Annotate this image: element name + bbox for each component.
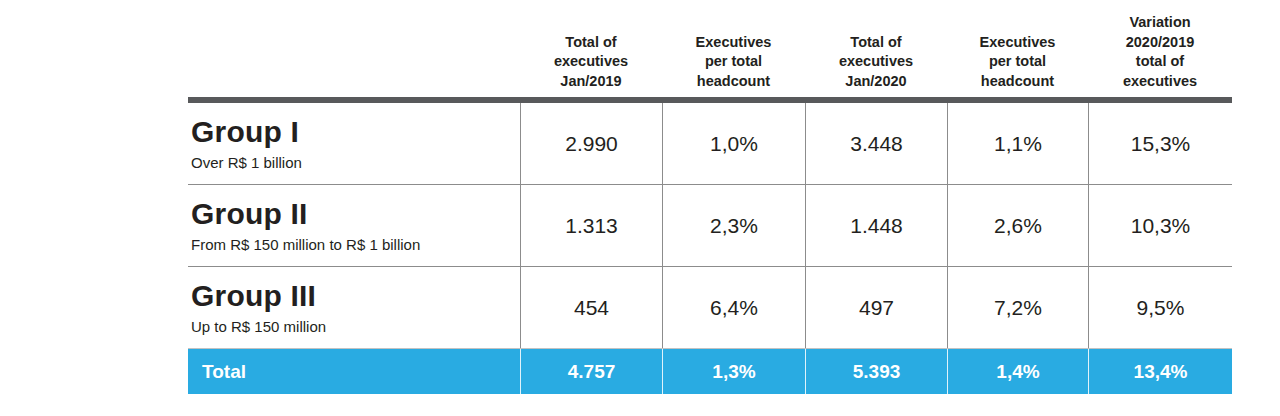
cell-group-ii-total-2020: 1.448 <box>805 185 947 266</box>
column-header-total-executives-jan-2020: Total of executives Jan/2020 <box>805 33 947 98</box>
cell-total-variation: 13,4% <box>1088 349 1232 394</box>
cell-group-iii-total-2019: 454 <box>520 267 662 348</box>
group-i-title: Group I <box>191 117 520 147</box>
column-header-variation-2020-2019: Variation 2020/2019 total of executives <box>1088 13 1232 97</box>
cell-total-pct-2019: 1,3% <box>662 349 805 394</box>
executives-table: Total of executives Jan/2019 Executives … <box>188 0 1232 394</box>
cell-group-ii-variation: 10,3% <box>1088 185 1232 266</box>
group-i-description: Over R$ 1 billion <box>191 154 520 171</box>
column-header-total-executives-jan-2019: Total of executives Jan/2019 <box>520 33 662 98</box>
cell-group-ii-pct-2019: 2,3% <box>662 185 805 266</box>
cell-group-iii-pct-2019: 6,4% <box>662 267 805 348</box>
table-row-group-iii: Group III Up to R$ 150 million 454 6,4% … <box>188 267 1232 349</box>
group-ii-description: From R$ 150 million to R$ 1 billion <box>191 236 520 253</box>
cell-group-i-total-2020: 3.448 <box>805 103 947 184</box>
total-label: Total <box>188 349 520 394</box>
group-iii-description: Up to R$ 150 million <box>191 318 520 335</box>
cell-group-iii-variation: 9,5% <box>1088 267 1232 348</box>
cell-group-i-pct-2019: 1,0% <box>662 103 805 184</box>
cell-group-i-total-2019: 2.990 <box>520 103 662 184</box>
group-ii-label-cell: Group II From R$ 150 million to R$ 1 bil… <box>188 185 520 266</box>
group-ii-title: Group II <box>191 199 520 229</box>
cell-group-i-pct-2020: 1,1% <box>947 103 1088 184</box>
cell-group-iii-total-2020: 497 <box>805 267 947 348</box>
group-iii-title: Group III <box>191 281 520 311</box>
table-row-group-i: Group I Over R$ 1 billion 2.990 1,0% 3.4… <box>188 103 1232 185</box>
column-header-executives-per-headcount-2020: Executives per total headcount <box>947 33 1088 98</box>
report-table-figure: Total of executives Jan/2019 Executives … <box>0 0 1280 416</box>
cell-total-total-2020: 5.393 <box>805 349 947 394</box>
table-header-row: Total of executives Jan/2019 Executives … <box>188 0 1232 97</box>
cell-group-ii-total-2019: 1.313 <box>520 185 662 266</box>
group-i-label-cell: Group I Over R$ 1 billion <box>188 103 520 184</box>
cell-group-ii-pct-2020: 2,6% <box>947 185 1088 266</box>
cell-group-iii-pct-2020: 7,2% <box>947 267 1088 348</box>
table-row-group-ii: Group II From R$ 150 million to R$ 1 bil… <box>188 185 1232 267</box>
table-total-row: Total 4.757 1,3% 5.393 1,4% 13,4% <box>188 349 1232 394</box>
header-spacer <box>188 91 520 97</box>
cell-total-total-2019: 4.757 <box>520 349 662 394</box>
group-iii-label-cell: Group III Up to R$ 150 million <box>188 267 520 348</box>
cell-total-pct-2020: 1,4% <box>947 349 1088 394</box>
cell-group-i-variation: 15,3% <box>1088 103 1232 184</box>
column-header-executives-per-headcount-2019: Executives per total headcount <box>662 33 805 98</box>
